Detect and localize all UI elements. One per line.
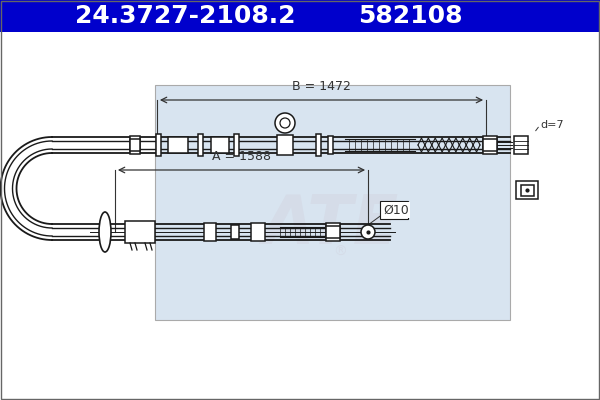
Bar: [211, 137, 229, 153]
Text: ®: ®: [333, 245, 347, 259]
Bar: [514, 136, 528, 154]
Bar: [231, 225, 239, 239]
Text: 24.3727-2108.2: 24.3727-2108.2: [75, 4, 295, 28]
Bar: [277, 135, 293, 155]
Bar: [328, 136, 332, 154]
Bar: [168, 137, 188, 153]
Bar: [204, 223, 216, 241]
Bar: [251, 223, 265, 241]
Bar: [326, 226, 340, 238]
Bar: [380, 201, 408, 219]
Bar: [483, 139, 497, 151]
Bar: [316, 134, 320, 156]
Text: B = 1472: B = 1472: [292, 80, 351, 93]
Circle shape: [361, 225, 375, 239]
Bar: [516, 181, 538, 199]
Bar: [521, 184, 533, 196]
Bar: [130, 139, 140, 151]
Bar: [125, 221, 155, 243]
Circle shape: [275, 113, 295, 133]
Text: Ø10: Ø10: [383, 204, 409, 216]
Ellipse shape: [99, 212, 111, 252]
Bar: [233, 134, 239, 156]
Bar: [155, 134, 161, 156]
Bar: [130, 136, 140, 154]
Bar: [197, 134, 203, 156]
Text: d=7: d=7: [540, 120, 563, 130]
Text: A = 1588: A = 1588: [212, 150, 271, 163]
Text: ATE: ATE: [262, 192, 398, 258]
Bar: [326, 223, 340, 241]
Bar: [483, 136, 497, 154]
Bar: [0, 0, 600, 32]
Circle shape: [280, 118, 290, 128]
Text: 582108: 582108: [358, 4, 462, 28]
Bar: [155, 85, 510, 320]
